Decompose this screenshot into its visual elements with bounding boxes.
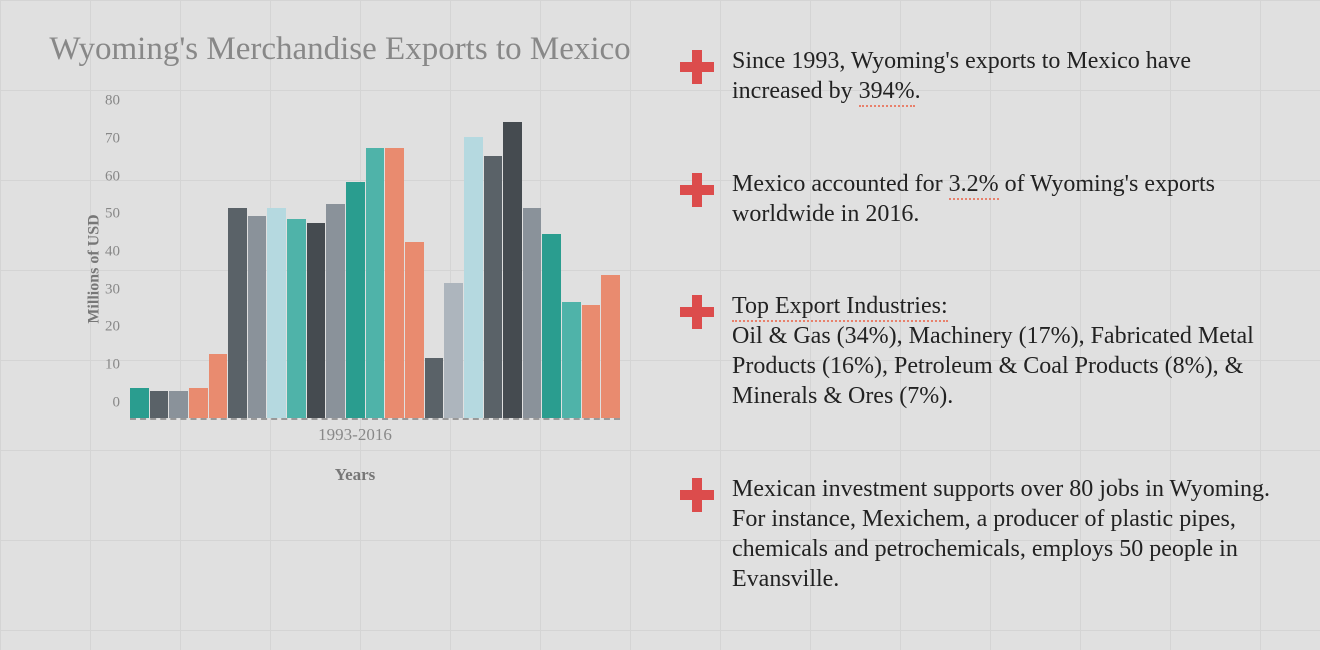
chart-bar [444,283,463,418]
chart-bar [130,388,149,418]
fact-text-block: Top Export Industries:Oil & Gas (34%), M… [732,291,1280,411]
chart-bar [150,391,169,417]
y-tick: 10 [105,356,120,373]
fact-heading: Top Export Industries: [732,291,1280,321]
chart-bar [169,391,188,417]
plus-icon [680,478,714,512]
chart-bar [601,275,620,417]
plus-icon [680,295,714,329]
chart-bar [248,216,267,418]
fact-bullet: Mexico accounted for 3.2% of Wyoming's e… [680,169,1280,229]
plus-icon [680,50,714,84]
chart-bar [582,305,601,417]
y-tick: 50 [105,206,120,223]
chart-panel: Wyoming's Merchandise Exports to Mexico … [0,0,660,650]
chart-bar [523,208,542,418]
x-axis-title: Years [90,465,620,485]
bar-group [130,100,620,420]
y-tick: 70 [105,131,120,148]
fact-bullet: Top Export Industries:Oil & Gas (34%), M… [680,291,1280,411]
fact-subtext: Oil & Gas (34%), Machinery (17%), Fabric… [732,321,1280,411]
chart-bar [484,156,503,418]
chart-bar [346,182,365,418]
chart-area: Millions of USD 01020304050607080 1993-2… [90,100,620,480]
y-tick: 30 [105,281,120,298]
chart-bar [385,148,404,417]
chart-bar [307,223,326,418]
fact-text: Mexican investment supports over 80 jobs… [732,474,1280,594]
chart-bar [542,234,561,417]
fact-bullet: Mexican investment supports over 80 jobs… [680,474,1280,594]
fact-bullet: Since 1993, Wyoming's exports to Mexico … [680,46,1280,106]
main-container: Wyoming's Merchandise Exports to Mexico … [0,0,1320,650]
y-tick: 20 [105,319,120,336]
y-axis: 01020304050607080 [80,100,120,420]
chart-bar [464,137,483,418]
chart-bar [189,388,208,418]
facts-panel: Since 1993, Wyoming's exports to Mexico … [660,0,1320,650]
chart-bar [366,148,385,417]
chart-bar [209,354,228,418]
y-tick: 40 [105,244,120,261]
plus-icon [680,173,714,207]
chart-bar [326,204,345,417]
fact-text: Since 1993, Wyoming's exports to Mexico … [732,46,1280,106]
y-tick: 0 [113,394,121,411]
y-tick: 60 [105,168,120,185]
fact-text: Mexico accounted for 3.2% of Wyoming's e… [732,169,1280,229]
chart-bar [228,208,247,418]
chart-title: Wyoming's Merchandise Exports to Mexico [40,30,640,70]
chart-bar [425,358,444,418]
chart-bar [405,242,424,418]
chart-bar [562,302,581,418]
chart-bar [287,219,306,417]
y-tick: 80 [105,93,120,110]
chart-bar [267,208,286,418]
x-axis-range-label: 1993-2016 [90,425,620,445]
chart-bar [503,122,522,418]
